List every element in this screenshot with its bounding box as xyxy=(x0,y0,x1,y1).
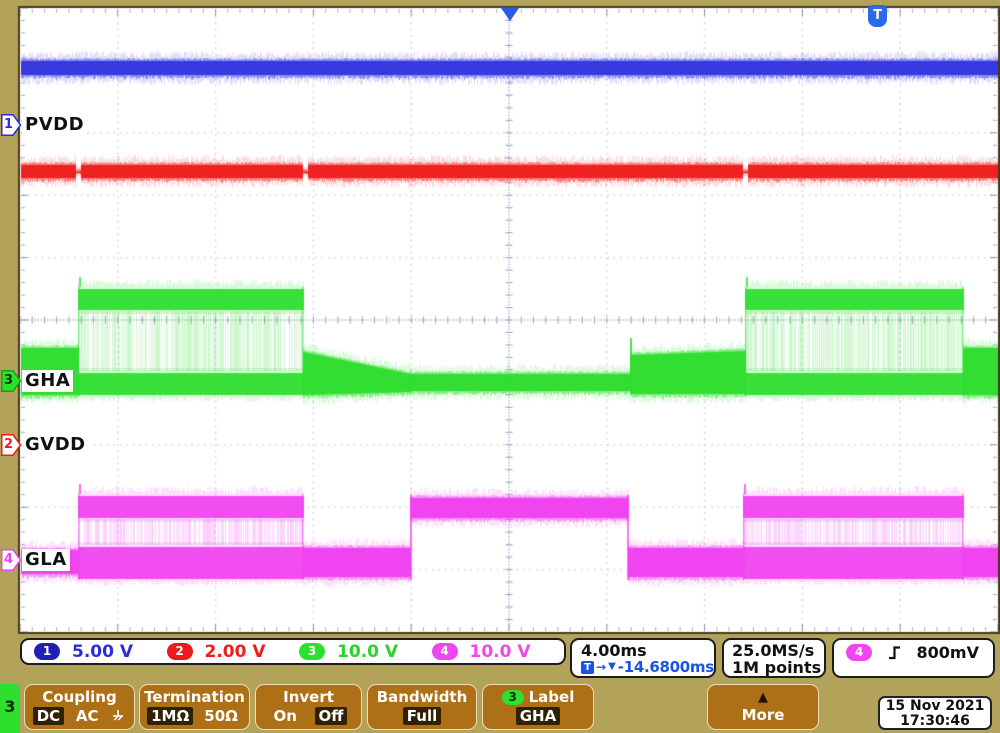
rising-edge-icon xyxy=(888,646,900,660)
selected-channel-tab[interactable]: 3 xyxy=(0,684,20,733)
bandwidth-value: Full xyxy=(402,707,442,725)
bandwidth-button[interactable]: Bandwidth Full xyxy=(367,684,477,730)
label-title: Label xyxy=(528,688,575,706)
coupling-title: Coupling xyxy=(42,688,117,706)
ch2-marker-digit: 2 xyxy=(3,437,14,452)
invert-off-option[interactable]: Off xyxy=(314,707,348,725)
ch3-marker-digit: 3 xyxy=(3,373,14,388)
sample-rate-value: 25.0MS/s xyxy=(732,641,815,660)
datetime-display: 15 Nov 2021 17:30:46 xyxy=(878,696,992,730)
termination-title: Termination xyxy=(144,688,245,706)
horizontal-readout[interactable]: 4.00ms T → ▼ -14.6800ms xyxy=(570,638,716,678)
acquisition-readout[interactable]: 25.0MS/s 1M points xyxy=(722,638,826,678)
coupling-ac-option[interactable]: AC xyxy=(75,707,99,725)
ch2-scale-readout[interactable]: 2 2.00 V xyxy=(166,641,300,662)
ch1-scale-readout[interactable]: 1 5.00 V xyxy=(34,642,167,662)
trigger-readout[interactable]: 4 800mV xyxy=(832,638,995,678)
channel-scale-readouts[interactable]: 1 5.00 V 2 2.00 V 3 10.0 V 4 10.0 V xyxy=(20,638,566,665)
ch3-waveform-label: GHA xyxy=(22,370,74,392)
more-label: More xyxy=(741,706,785,725)
record-length-value: 1M points xyxy=(732,658,822,677)
ch4-badge: 4 xyxy=(431,643,458,660)
termination-button[interactable]: Termination 1MΩ 50Ω xyxy=(139,684,250,730)
timebase-value: 4.00ms xyxy=(581,641,647,660)
trigger-delay-readout: T → ▼ -14.6800ms xyxy=(581,659,714,675)
label-button[interactable]: 3 Label GHA xyxy=(482,684,594,730)
ch3-scale-readout[interactable]: 3 10.0 V xyxy=(299,642,432,662)
ch4-zero-marker[interactable]: 4 xyxy=(1,549,22,571)
ch4-waveform-label: GLA xyxy=(22,549,70,571)
invert-title: Invert xyxy=(283,688,334,706)
ch2-waveform-label: GVDD xyxy=(22,434,89,456)
ch1-marker-digit: 1 xyxy=(3,117,14,132)
invert-button[interactable]: Invert On Off xyxy=(255,684,362,730)
ch4-scale-readout[interactable]: 4 10.0 V xyxy=(431,641,565,662)
trigger-level-value: 800mV xyxy=(916,643,979,662)
trigger-t-icon: T xyxy=(868,5,887,27)
ch2-badge: 2 xyxy=(166,643,193,660)
delay-arrow-icon: → xyxy=(596,660,607,674)
ch2-zero-marker[interactable]: 2 xyxy=(1,434,22,456)
ch1-badge: 1 xyxy=(34,643,60,660)
trigger-source-badge: 4 xyxy=(846,644,872,661)
label-value: GHA xyxy=(515,707,561,725)
coupling-button[interactable]: Coupling DC AC xyxy=(24,684,135,730)
termination-50-option[interactable]: 50Ω xyxy=(204,707,238,725)
ch1-waveform-label: PVDD xyxy=(22,114,88,136)
chassis-ground-icon[interactable] xyxy=(110,708,126,724)
delay-value: -14.6800ms xyxy=(617,658,714,676)
label-channel-badge: 3 xyxy=(501,689,524,705)
coupling-dc-option[interactable]: DC xyxy=(32,707,65,725)
ch2-scale-value: 2.00 V xyxy=(204,641,266,662)
ch1-zero-marker[interactable]: 1 xyxy=(1,114,22,136)
delay-t-icon: T xyxy=(581,660,594,674)
up-triangle-icon: ▲ xyxy=(758,689,768,705)
ch3-scale-value: 10.0 V xyxy=(337,641,399,662)
ch3-badge: 3 xyxy=(299,643,325,660)
ch3-zero-marker[interactable]: 3 xyxy=(1,370,22,392)
ch4-scale-value: 10.0 V xyxy=(469,641,531,662)
ch1-scale-value: 5.00 V xyxy=(72,641,134,662)
trigger-position-icon[interactable] xyxy=(501,8,519,21)
time-value: 17:30:46 xyxy=(900,713,970,729)
bandwidth-title: Bandwidth xyxy=(376,688,468,706)
delay-triangle-icon: ▼ xyxy=(608,661,616,672)
ch4-marker-digit: 4 xyxy=(3,552,14,567)
termination-1m-option[interactable]: 1MΩ xyxy=(147,707,194,725)
date-value: 15 Nov 2021 xyxy=(885,698,985,714)
invert-on-option[interactable]: On xyxy=(273,707,297,725)
more-button[interactable]: ▲ More xyxy=(707,684,819,730)
